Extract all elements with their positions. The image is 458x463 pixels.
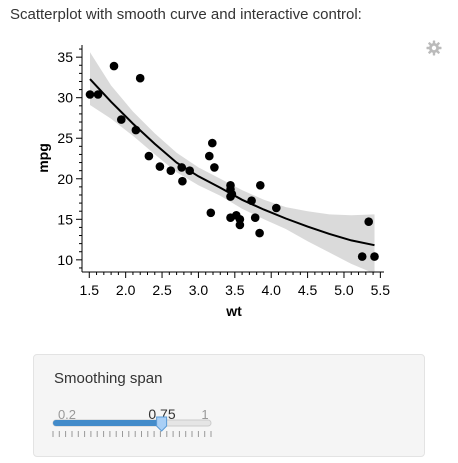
confidence-band [90,52,375,274]
data-point [85,90,95,99]
data-point [255,181,265,190]
data-point [155,162,165,171]
data-point [109,61,119,71]
y-axis-label: mpg [35,143,51,173]
slider-handle[interactable] [156,416,168,432]
smoothing-span-label: Smoothing span [54,370,163,387]
x-tick-label: 2.5 [152,282,172,298]
data-point [364,217,374,226]
data-point [93,90,103,99]
data-point [206,208,216,218]
data-point [208,138,217,148]
data-point [185,166,194,175]
y-tick-label: 30 [57,90,73,106]
data-point [247,196,256,205]
y-tick-label: 10 [57,252,73,268]
page-title: Scatterplot with smooth curve and intera… [10,6,362,23]
data-point [370,252,379,261]
slider-min-label: 0.2 [58,407,76,422]
x-tick-label: 3.0 [189,282,209,298]
scatter-chart: 1.5 2.0 2.5 3.0 3.5 4.0 4.5 5.0 5.5101520253035 … [35,45,391,319]
data-point [178,176,187,186]
gear-icon[interactable] [426,40,442,56]
slider-max-label: 1 [201,407,208,422]
data-point [235,215,245,224]
x-tick-label: 5.0 [334,282,354,298]
data-point [272,203,281,213]
data-point [144,151,154,161]
data-point [166,166,176,175]
y-tick-label: 35 [57,49,73,65]
data-point [177,163,186,172]
x-tick-label: 4.0 [261,282,281,298]
y-tick-label: 15 [57,211,73,227]
data-point [250,213,260,222]
data-point [205,151,214,161]
x-tick-label: 5.5 [371,282,391,298]
slider-value-label: 0.75 [148,406,175,422]
y-tick-label: 25 [57,130,73,146]
data-point [210,163,219,172]
data-point [357,252,367,261]
x-tick-label: 2.0 [116,282,136,298]
slider-fill [53,420,162,426]
x-tick-label: 3.5 [225,282,245,298]
data-point [135,73,145,83]
smoothing-span-slider[interactable]: 0.2 1 0.75 [34,355,424,456]
x-tick-label: 4.5 [298,282,318,298]
data-point [131,125,141,135]
data-point [255,228,264,238]
smoothing-control-panel: Smoothing span 0.2 1 0.75 [33,354,425,457]
x-tick-label: 1.5 [80,282,100,298]
y-tick-label: 20 [57,171,73,187]
x-axis-label: wt [225,303,242,319]
data-point [226,181,235,190]
data-point [117,115,126,124]
data-point [227,189,237,199]
